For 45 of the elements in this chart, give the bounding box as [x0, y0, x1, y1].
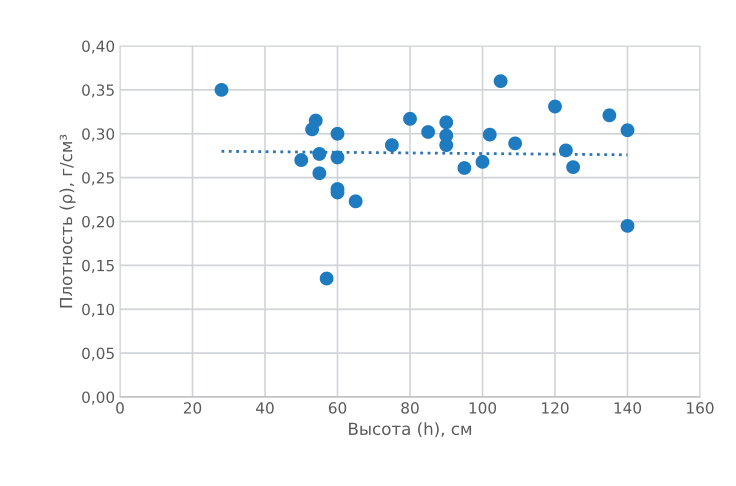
y-tick-label: 0,15 [82, 260, 114, 273]
point [620, 123, 634, 138]
point [384, 138, 399, 152]
point [457, 161, 472, 175]
point [620, 218, 634, 233]
x-tick-label: 160 [687, 402, 714, 414]
y-tick-label: 0,35 [82, 84, 114, 98]
x-tick-label: 40 [256, 402, 274, 414]
point [330, 150, 344, 164]
point [548, 100, 562, 114]
x-tick-label: 20 [184, 402, 202, 414]
x-axis-title: Высота (h), см [349, 422, 472, 438]
point [439, 138, 454, 152]
y-tick-label: 0,40 [82, 40, 114, 54]
point [476, 154, 490, 169]
y-axis-title: Плотность (ρ), г/см³ [59, 134, 76, 308]
point [308, 114, 323, 128]
point [482, 128, 497, 142]
point [421, 125, 436, 139]
point [403, 112, 417, 126]
point [439, 115, 454, 130]
point [214, 82, 228, 97]
point [312, 147, 326, 161]
x-tick-label: 140 [614, 402, 642, 414]
point [312, 166, 326, 180]
point [602, 108, 616, 122]
point [508, 136, 522, 150]
y-tick-label: 0,20 [82, 216, 114, 230]
point [320, 272, 334, 286]
y-tick-label: 0,05 [82, 348, 114, 361]
point [558, 144, 573, 158]
x-tick-label: 0 [116, 402, 124, 414]
point [330, 126, 344, 141]
point [494, 74, 508, 88]
x-tick-label: 60 [328, 402, 346, 414]
point [348, 194, 363, 208]
x-tick-label: 100 [470, 402, 496, 414]
y-tick-label: 0,25 [82, 172, 114, 186]
x-tick-label: 80 [401, 402, 419, 414]
x-tick-label: 120 [542, 402, 569, 414]
y-tick-label: 0,10 [82, 304, 114, 317]
point [294, 153, 308, 167]
point [566, 160, 580, 174]
y-tick-label: 0,30 [82, 128, 114, 142]
y-tick-label: 0,00 [82, 391, 114, 405]
